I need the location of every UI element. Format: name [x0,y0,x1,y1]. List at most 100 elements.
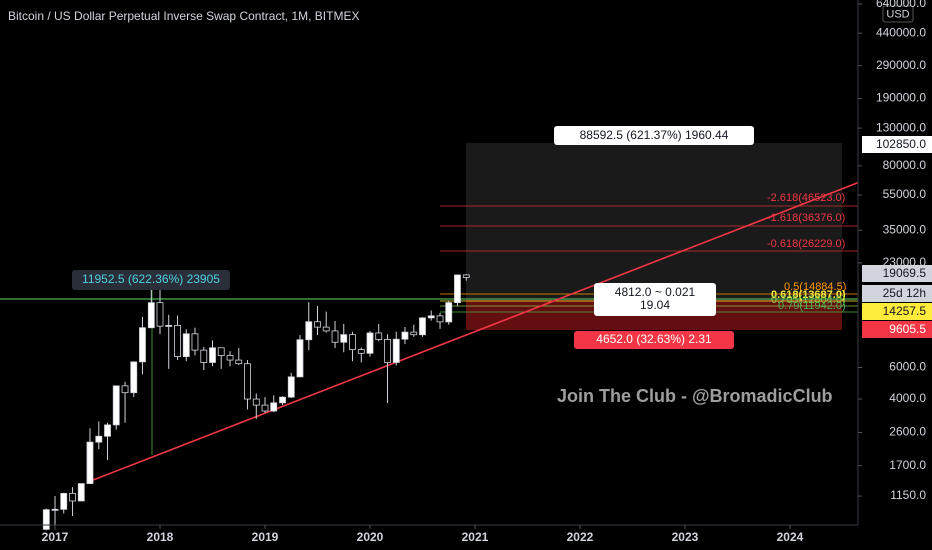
annotation: 4812.0 ~ 0.021 [615,285,696,299]
candle-body [51,508,59,511]
candle-body [270,402,278,412]
fib-label: -1.618(36376.0) [767,212,845,224]
x-tick-label: 2022 [567,530,594,544]
price-badge [862,321,932,338]
candle-body [401,331,409,340]
candle-body [95,435,103,443]
candle-body [139,327,146,363]
candle-body [235,359,243,365]
candle-body [130,361,138,394]
price-badge-label: 102850.0 [876,137,926,151]
candle-body [165,325,173,327]
candle-body [226,355,234,361]
price-badge [862,265,932,282]
fib-label: -2.618(46523.0) [767,192,845,204]
fib-label: 0.5(14884.5) [784,281,846,293]
candle-body [121,385,129,394]
countdown-label: 25d 12h [883,286,926,300]
candle-body [112,385,120,426]
candle-body [261,404,269,412]
annotation: 4652.0 (32.63%) 2.31 [596,332,712,346]
candle-body [104,424,111,437]
price-badge-label: 19069.5 [883,266,927,280]
price-badge-label: 9605.5 [889,322,926,336]
candle-body [331,330,339,343]
candle-body [77,483,85,502]
fib-label: 0.618(13687.0) [771,289,846,301]
annotation-box [554,126,754,145]
y-tick-label: 80000.0 [883,158,927,172]
candle-body [86,441,94,484]
candle-body [287,376,295,398]
candle-body [156,302,164,327]
y-tick-label: 130000.0 [876,120,926,134]
candle-body [375,332,383,340]
price-badge [862,136,932,153]
y-tick-label: 23000.0 [883,255,927,269]
candle-body [454,274,461,304]
candle-body [244,363,251,400]
candle-body [462,274,470,278]
y-tick-label: 640000.0 [876,0,926,10]
candle-body [209,347,216,363]
candle-body [392,338,400,363]
candle-body [217,347,225,356]
candle-body [60,493,68,510]
trend-line [87,181,858,483]
candle-body [305,321,313,341]
x-tick-label: 2023 [672,530,699,544]
y-tick-label: 1150.0 [890,488,926,502]
annotation: 19.04 [640,298,670,312]
candle-body [349,334,356,351]
annotation: 11952.5 (622.36%) 23905 [82,272,220,286]
candle-body [147,302,155,329]
watermark: Join The Club - @BromadicClub [557,386,833,406]
y-tick-label: 6000.0 [889,360,926,374]
y-tick-label: 440000.0 [876,25,926,39]
candle-body [174,325,181,358]
fib-label: -0.618(26229.0) [767,238,845,250]
candle-body [436,315,444,323]
annotation-box [594,283,716,316]
y-tick-label: 1700.0 [889,458,926,472]
candle-body [384,339,391,363]
candle-body [200,349,208,363]
candle-body [191,333,199,351]
y-tick-label: 4000.0 [889,391,926,405]
price-badge [862,285,932,302]
x-tick-label: 2020 [357,530,384,544]
x-tick-label: 2017 [42,530,69,544]
x-tick-label: 2018 [147,530,174,544]
x-tick-label: 2019 [252,530,279,544]
candle-body [182,333,190,358]
fib-label: 0.705(12804.0) [771,294,846,306]
currency[interactable]: USD [886,8,909,20]
fib-label: 0.79(11942.0) [778,300,846,312]
x-tick-label: 2021 [462,530,489,544]
y-tick-label: 290000.0 [876,58,926,72]
annotation: 88592.5 (621.37%) 1960.44 [580,128,729,142]
profit-zone [466,143,842,300]
candle-body [410,331,418,336]
candle-body [366,332,374,354]
x-tick-label: 2024 [777,530,804,544]
currency-button[interactable] [882,5,914,23]
y-tick-label: 55000.0 [883,187,927,201]
y-tick-label: 190000.0 [876,91,926,105]
candles [42,274,470,531]
candle-body [252,398,260,406]
candle-body [445,302,453,323]
candle-body [419,317,426,336]
candle-body [427,315,435,319]
candle-body [314,321,321,328]
y-tick-label: 35000.0 [883,222,927,236]
candle-body [340,334,348,343]
candle-body [296,339,304,378]
y-tick-label: 2600.0 [889,425,926,439]
candle-body [279,396,286,404]
candle-body [69,493,76,502]
candle-body [42,509,50,530]
price-badge [862,303,932,320]
candle-body [357,349,365,354]
